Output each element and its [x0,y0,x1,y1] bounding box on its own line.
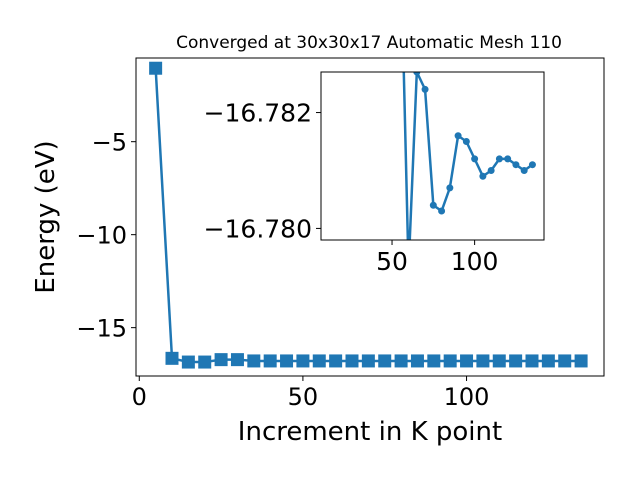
main-data-point [476,354,490,368]
main-data-point [394,354,408,368]
inset-data-point [512,161,520,169]
main-y-tick-label: −5 [92,128,127,156]
main-data-point [247,354,261,368]
main-x-ticks: 0 50 100 [132,376,490,411]
inset-data-point [438,207,446,215]
main-data-point [263,354,277,368]
inset-data-point [504,155,512,163]
inset-axes: 50 100 −16.782 −16.780 [204,71,545,276]
inset-x-ticks: 50 100 [376,240,498,276]
inset-data-point [413,72,421,76]
main-data-point [541,354,555,368]
chart-title: Converged at 30x30x17 Automatic Mesh 110 [176,33,562,53]
main-data-point [198,355,212,369]
main-data-point [378,354,392,368]
main-data-point [345,354,359,368]
main-data-point [149,61,163,75]
main-axes: Converged at 30x30x17 Automatic Mesh 110… [31,33,605,447]
main-data-point [443,354,457,368]
main-data-point [361,354,375,368]
inset-data-point [462,138,470,146]
main-data-point [574,354,588,368]
x-axis-label: Increment in K point [238,417,502,447]
inset-data-point [479,172,487,180]
main-data-point [230,353,244,367]
inset-data-point [446,184,454,192]
inset-data-point [528,161,536,169]
inset-data-point [421,85,429,93]
main-y-tick-label: −15 [76,314,127,342]
main-data-point [525,354,539,368]
main-plot-frame [135,57,605,377]
main-data-point [214,353,228,367]
inset-data-point [487,166,495,174]
main-data-point [410,354,424,368]
main-y-tick-label: −10 [76,221,127,249]
inset-data-point [429,201,437,209]
inset-x-tick-label: 50 [376,247,408,276]
inset-y-tick-label: −16.780 [204,214,312,243]
main-data-point [296,354,310,368]
main-y-ticks: −5 −10 −15 [76,128,136,342]
inset-y-ticks: −16.782 −16.780 [204,99,321,243]
y-axis-label: Energy (eV) [31,140,61,293]
main-x-tick-label: 0 [132,383,147,411]
inset-background [321,72,544,240]
inset-plot-frame [320,71,545,241]
inset-data-point [520,166,528,174]
main-data-point [165,351,179,365]
main-data-point [509,354,523,368]
inset-data-point [471,155,479,163]
main-data-point [558,354,572,368]
main-data-point [329,354,343,368]
main-x-tick-label: 100 [444,383,490,411]
main-series [149,61,588,369]
main-data-point [312,354,326,368]
inset-data-point [495,155,503,163]
main-data-point [460,354,474,368]
inset-data-point [454,132,462,140]
main-data-point [280,354,294,368]
main-x-tick-label: 50 [288,383,319,411]
main-data-point [181,355,195,369]
main-data-point [427,354,441,368]
inset-y-tick-label: −16.782 [204,99,312,128]
inset-series [402,72,536,240]
inset-x-tick-label: 100 [451,247,499,276]
main-data-point [492,354,506,368]
